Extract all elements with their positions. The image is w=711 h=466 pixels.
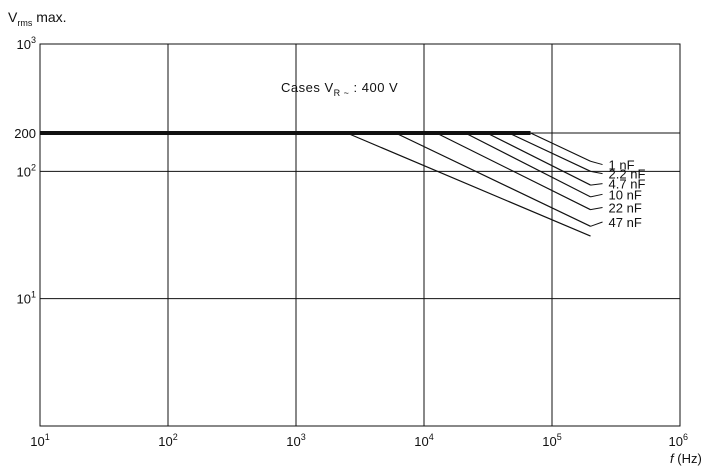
label-leader bbox=[590, 183, 603, 186]
rolloff-line bbox=[464, 132, 591, 198]
y-axis-label: Vrms max. bbox=[8, 9, 67, 28]
rolloff-line bbox=[346, 132, 591, 237]
tick-labels: 103 200 102 101 101 102 103 104 105 106 1 nF2.2 nF… bbox=[14, 35, 688, 449]
y-tick-label: 103 bbox=[17, 35, 36, 52]
series-lines bbox=[40, 131, 603, 237]
y-tick-label: 101 bbox=[17, 290, 36, 307]
series-label: 2.2 nF bbox=[609, 167, 646, 182]
rolloff-line bbox=[436, 132, 591, 211]
x-tick-label: 102 bbox=[158, 432, 177, 449]
y-tick-label: 102 bbox=[17, 162, 36, 179]
x-tick-label: 104 bbox=[414, 432, 433, 449]
series-label: 10 nF bbox=[609, 187, 642, 202]
series-label: 22 nF bbox=[609, 200, 642, 215]
rolloff-line bbox=[486, 132, 591, 186]
x-tick-label: 103 bbox=[286, 432, 305, 449]
grid bbox=[39, 43, 681, 427]
plot-frame bbox=[39, 43, 681, 427]
x-tick-label: 105 bbox=[542, 432, 561, 449]
label-leader bbox=[590, 170, 603, 175]
x-tick-label: 101 bbox=[30, 432, 49, 449]
x-tick-label: 106 bbox=[669, 432, 688, 449]
rolloff-line bbox=[530, 132, 591, 162]
series-label: 47 nF bbox=[609, 215, 642, 230]
series-label: 1 nF bbox=[609, 158, 635, 173]
label-leader bbox=[590, 207, 603, 211]
x-axis-label: f (Hz) bbox=[670, 451, 702, 466]
rolloff-line bbox=[395, 132, 591, 227]
label-leader bbox=[590, 221, 603, 227]
series-label: 4.7 nF bbox=[609, 177, 646, 192]
y-tick-label: 200 bbox=[14, 126, 36, 141]
rolloff-line bbox=[508, 132, 591, 172]
label-leader bbox=[590, 160, 603, 166]
label-leader bbox=[590, 193, 603, 198]
cases-annotation: Cases VR ~ : 400 V bbox=[281, 80, 398, 98]
